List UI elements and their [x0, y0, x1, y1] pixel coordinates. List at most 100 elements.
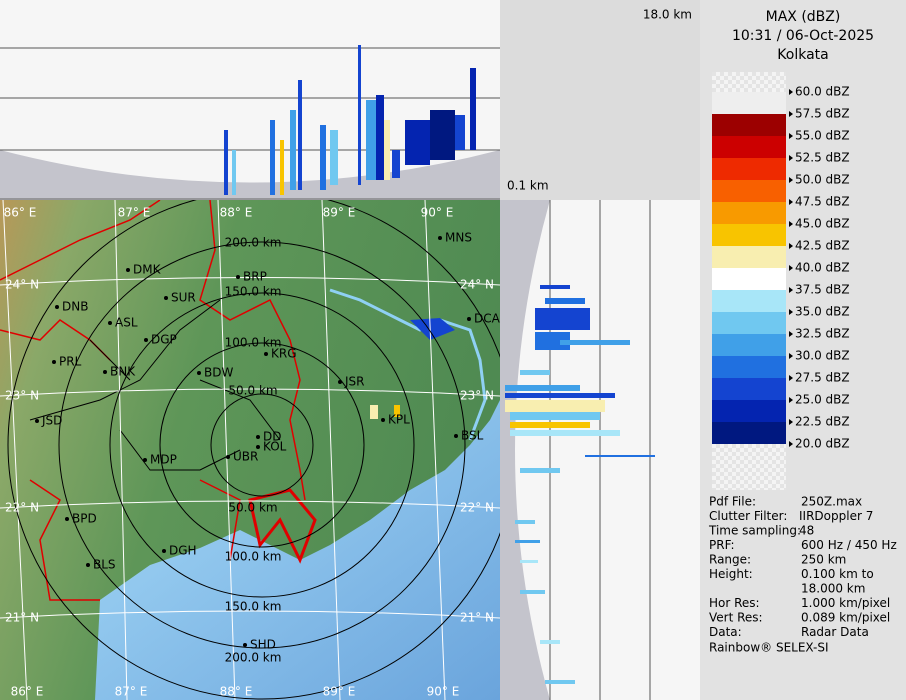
lon-label: 86° E [11, 685, 44, 699]
lon-label: 90° E [421, 206, 454, 220]
info-value: 18.000 km [801, 582, 865, 596]
corner-panel [500, 0, 700, 200]
info-value: 250Z.max [801, 495, 862, 509]
legend-label: 47.5 dBZ [795, 195, 850, 209]
city-dot [243, 643, 247, 647]
city-dot [65, 517, 69, 521]
legend-tick [789, 309, 793, 315]
city-dot [256, 435, 260, 439]
city-label: ASL [115, 316, 138, 330]
legend-swatch [712, 378, 786, 400]
legend-label: 55.0 dBZ [795, 129, 850, 143]
legend-tick [789, 375, 793, 381]
city-dot [226, 455, 230, 459]
city-dot [86, 563, 90, 567]
city-label: UBR [233, 450, 258, 464]
city-dot [438, 236, 442, 240]
min-height: 0.1 km [507, 179, 549, 193]
info-label: Data: [709, 625, 742, 639]
city-dot [103, 370, 107, 374]
legend-tick [789, 89, 793, 95]
lon-label: 87° E [118, 206, 151, 220]
legend-swatch [712, 114, 786, 136]
legend-label: 37.5 dBZ [795, 283, 850, 297]
legend-tick [789, 221, 793, 227]
city-dot [197, 371, 201, 375]
ring-label: 150.0 km [225, 285, 282, 299]
info-label: Range: [709, 553, 751, 567]
ring-label: 50.0 km [228, 384, 277, 398]
legend-label: 22.5 dBZ [795, 415, 850, 429]
time: 10:31 / 06-Oct-2025 [732, 28, 874, 44]
city-label: SHD [250, 638, 276, 652]
right-shadow [500, 200, 550, 700]
legend-label: 30.0 dBZ [795, 349, 850, 363]
lon-label: 90° E [427, 685, 460, 699]
city-dot [164, 296, 168, 300]
info: Pdf File: 250Z.max Clutter Filter: IIRDoppl… [708, 495, 897, 655]
info-value: Radar Data [801, 625, 869, 639]
legend-swatch [712, 334, 786, 356]
legend-label: 27.5 dBZ [795, 371, 850, 385]
legend-tick [789, 441, 793, 447]
legend-tick [789, 133, 793, 139]
max-height: 18.0 km [643, 8, 692, 22]
city-dot [264, 352, 268, 356]
city-label: PRL [59, 355, 82, 369]
legend-label: 57.5 dBZ [795, 107, 850, 121]
lat-label: 22° N [460, 501, 494, 515]
info-value: 0.089 km/pixel [801, 611, 890, 625]
city-label: BNK [110, 365, 136, 379]
city-label: DGH [169, 544, 197, 558]
city-dot [52, 360, 56, 364]
lat-label: 21° N [460, 611, 494, 625]
legend-label: 32.5 dBZ [795, 327, 850, 341]
lat-label: 21° N [5, 611, 39, 625]
ring-label: 200.0 km [225, 236, 282, 250]
legend-swatch [712, 246, 786, 268]
city-dot [126, 268, 130, 272]
city-dot [143, 458, 147, 462]
legend-tick [789, 419, 793, 425]
info-label: PRF: [709, 538, 735, 552]
city-label: KRG [271, 347, 297, 361]
city-dot [55, 305, 59, 309]
city-label: BDW [204, 366, 233, 380]
legend-tick [789, 331, 793, 337]
city-label: BRP [243, 270, 267, 284]
city-dot [35, 419, 39, 423]
legend-swatch [712, 356, 786, 378]
map-labels: 86° E 87° E 88° E 89° E 90° E 86° E 87° E 88° E… [4, 206, 500, 699]
right-echoes [505, 285, 655, 684]
legend-label: 42.5 dBZ [795, 239, 850, 253]
legend-swatch [712, 290, 786, 312]
legend-tick [789, 287, 793, 293]
footer: Rainbow® SELEX-SI [709, 641, 829, 655]
city-label: DGP [151, 333, 177, 347]
lat-label: 24° N [460, 278, 494, 292]
city-dot [144, 338, 148, 342]
legend-swatch [712, 180, 786, 202]
legend-tick [789, 177, 793, 183]
legend-label: 45.0 dBZ [795, 217, 850, 231]
top-panel [0, 0, 500, 200]
city-label: DNB [62, 300, 88, 314]
legend-swatch [712, 224, 786, 246]
legend-tick [789, 265, 793, 271]
info-value: 48 [799, 524, 814, 538]
legend-tick [789, 155, 793, 161]
info-value: 250 km [801, 553, 846, 567]
city-label: DD [263, 430, 281, 444]
legend-swatch [712, 158, 786, 180]
city-label: MDP [150, 453, 177, 467]
city-dot [454, 434, 458, 438]
lat-label: 24° N [5, 278, 39, 292]
city-dot [162, 549, 166, 553]
legend-swatch [712, 312, 786, 334]
legend-tick [789, 199, 793, 205]
city-label: SUR [171, 291, 196, 305]
legend-tick [789, 397, 793, 403]
city-label: MNS [445, 231, 472, 245]
lon-label: 89° E [323, 685, 356, 699]
